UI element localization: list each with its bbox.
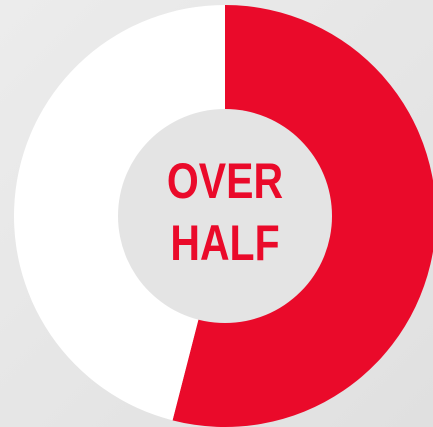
- center-text: HALF: [170, 215, 279, 271]
- donut-hole: [118, 109, 332, 323]
- center-text: OVER: [167, 153, 283, 209]
- center-label: OVER HALF: [167, 153, 283, 271]
